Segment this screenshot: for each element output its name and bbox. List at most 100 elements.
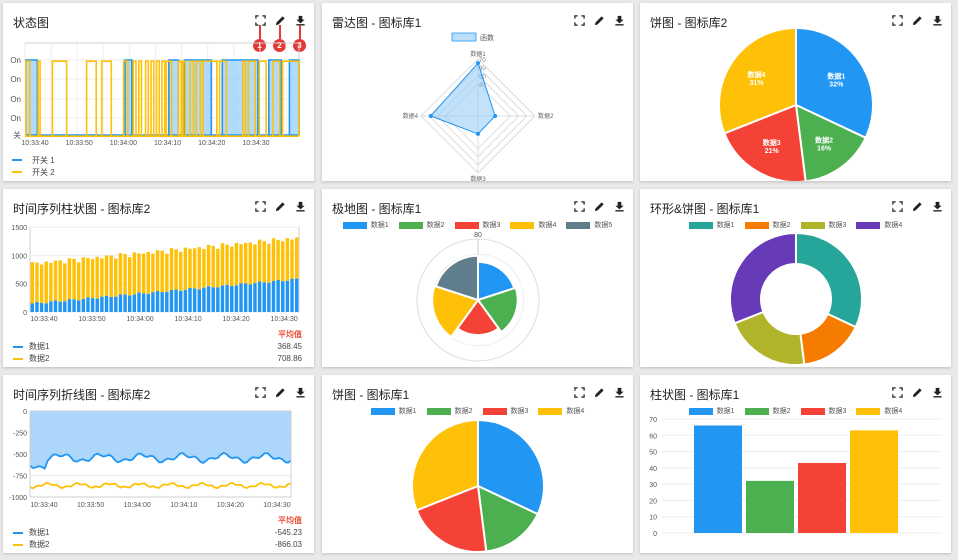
- pencil-icon[interactable]: [594, 201, 605, 212]
- fullscreen-icon[interactable]: [255, 15, 266, 26]
- fullscreen-icon[interactable]: [892, 387, 903, 398]
- legend-item[interactable]: 数据1: [688, 406, 735, 416]
- legend-item[interactable]: 数据2: [398, 220, 445, 230]
- bar-segment-data2: [137, 253, 141, 293]
- bar-segment-data1: [155, 290, 160, 312]
- pie-slice: [476, 484, 540, 553]
- status-pulse: [281, 60, 300, 137]
- pie-slice: [411, 418, 479, 512]
- pencil-icon[interactable]: [594, 387, 605, 398]
- bar-segment-data2: [44, 261, 48, 304]
- bar-segment-data1: [188, 287, 192, 312]
- chart-legend: 数据1 数据2 数据3 数据4: [322, 406, 633, 416]
- bar-segment-data1: [253, 283, 257, 312]
- bar-segment-data2: [206, 244, 211, 287]
- status-pulse: [221, 59, 259, 135]
- status-pulse: [195, 60, 202, 137]
- download-icon[interactable]: [614, 15, 625, 26]
- download-icon[interactable]: [295, 201, 306, 212]
- polar-slice: [476, 286, 519, 334]
- card-toolbar: [574, 201, 625, 212]
- bar-segment-data2: [294, 237, 299, 279]
- legend-item[interactable]: 数据4: [538, 406, 584, 416]
- download-icon[interactable]: [932, 201, 943, 212]
- pencil-icon[interactable]: [275, 15, 286, 26]
- legend-item[interactable]: 数据1: [342, 220, 389, 230]
- slice-label: 数据1: [827, 71, 845, 80]
- bar-segment-data2: [225, 244, 229, 285]
- card-title: 状态图: [13, 16, 50, 30]
- bar-segment-data1: [165, 292, 169, 312]
- fullscreen-icon[interactable]: [574, 15, 585, 26]
- card-toolbar: [892, 201, 943, 212]
- y-tick-label: -1000: [9, 495, 27, 502]
- bar-segment-data1: [243, 283, 248, 312]
- annotation-arrow: [259, 25, 261, 39]
- pencil-icon[interactable]: [912, 387, 923, 398]
- legend-item[interactable]: 数据5: [566, 220, 612, 230]
- download-icon[interactable]: [295, 15, 306, 26]
- pie-slice: [795, 231, 863, 329]
- legend-item[interactable]: 数据3: [800, 220, 846, 230]
- fullscreen-icon[interactable]: [574, 387, 585, 398]
- bar-segment-data1: [146, 293, 150, 312]
- bar-segment-data2: [35, 262, 39, 302]
- legend-item[interactable]: 数据1: [688, 220, 735, 230]
- legend-item[interactable]: 数据4: [856, 406, 902, 416]
- fullscreen-icon[interactable]: [574, 201, 585, 212]
- card-radar: 雷达图 - 图标库1 函数40506070数据1数据2数据3数据4: [322, 3, 633, 181]
- pencil-icon[interactable]: [275, 201, 286, 212]
- bar-segment-data2: [285, 238, 290, 281]
- download-icon[interactable]: [932, 15, 943, 26]
- x-tick-label: 10:33:50: [78, 316, 105, 323]
- legend-item[interactable]: 数据3: [454, 220, 500, 230]
- bar-segment-data1: [276, 279, 280, 312]
- bar-segment-data2: [49, 262, 53, 302]
- bar-segment-data1: [151, 292, 155, 312]
- fullscreen-icon[interactable]: [255, 201, 266, 212]
- legend-item[interactable]: 数据2: [744, 220, 791, 230]
- legend-item[interactable]: 数据3: [482, 406, 528, 416]
- bar-segment-data2: [151, 253, 155, 293]
- fullscreen-icon[interactable]: [255, 387, 266, 398]
- bar-segment-data2: [118, 253, 123, 295]
- y-tick-label: On: [10, 114, 21, 123]
- legend-item[interactable]: 数据2: [426, 406, 473, 416]
- legend-item[interactable]: 数据1: [370, 406, 417, 416]
- pencil-icon[interactable]: [594, 15, 605, 26]
- pencil-icon[interactable]: [912, 201, 923, 212]
- status-pulse: [161, 60, 166, 137]
- card-title: 饼图 - 图标库1: [332, 388, 410, 402]
- tsbar-chart: 1500 1000 500 010:33:40 10:33:50 10:34:00 10:3…: [11, 225, 300, 323]
- annotation-arrow: [299, 25, 301, 39]
- y-tick-label: On: [10, 56, 21, 65]
- download-icon[interactable]: [614, 387, 625, 398]
- radar-indicator-label: 数据2: [538, 112, 554, 120]
- y-tick-label: 0: [23, 310, 27, 317]
- bar-segment-data2: [174, 249, 178, 290]
- x-tick-label: 10:34:00: [124, 502, 151, 509]
- status-pulse: [144, 60, 150, 137]
- card-polar: 极地图 - 图标库1 数据1 数据2 数据3 数据4 数据5 80: [322, 189, 633, 367]
- pencil-icon[interactable]: [912, 15, 923, 26]
- fullscreen-icon[interactable]: [892, 15, 903, 26]
- status-on-area: [268, 60, 282, 135]
- bar-segment-data1: [118, 294, 123, 312]
- status-pulse: [137, 60, 143, 137]
- status-pulse: [100, 60, 113, 137]
- download-icon[interactable]: [295, 387, 306, 398]
- bar-segment-data1: [192, 288, 197, 312]
- download-icon[interactable]: [614, 201, 625, 212]
- legend-item[interactable]: 数据4: [510, 220, 556, 230]
- legend-item[interactable]: 数据4: [856, 220, 902, 230]
- legend-item[interactable]: 数据2: [744, 406, 791, 416]
- fullscreen-icon[interactable]: [892, 201, 903, 212]
- download-icon[interactable]: [932, 387, 943, 398]
- bar-segment-data2: [248, 242, 253, 285]
- chart-legend: 数据1 数据2 数据3 数据4 数据5: [322, 220, 633, 230]
- legend-label: 开关 2: [32, 167, 55, 177]
- series-area-data1: [30, 411, 291, 469]
- legend-item[interactable]: 数据3: [800, 406, 846, 416]
- series-name: 数据1: [29, 528, 50, 537]
- pencil-icon[interactable]: [275, 387, 286, 398]
